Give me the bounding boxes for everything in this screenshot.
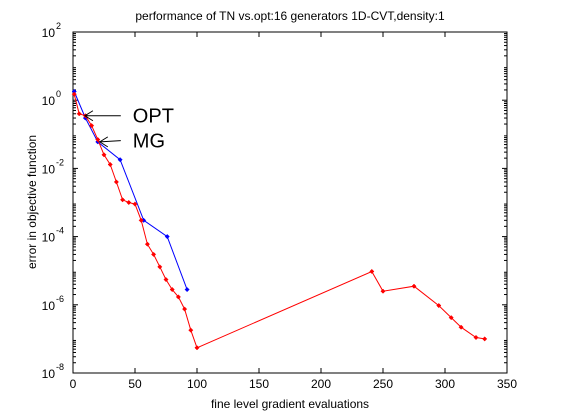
series-1-point — [113, 179, 119, 185]
series-1-point — [436, 303, 442, 309]
series-layer — [71, 88, 488, 351]
series-1-point — [163, 277, 169, 283]
y-tick-label: 10 — [42, 231, 56, 245]
series-1-point — [157, 264, 163, 270]
x-tick-label: 100 — [187, 377, 207, 391]
y-axis-label: error in objective function — [25, 135, 39, 269]
series-1-point — [169, 286, 175, 293]
x-tick-label: 0 — [70, 377, 77, 391]
series-1-point — [473, 334, 479, 341]
y-tick-exponent: -6 — [56, 294, 64, 304]
x-axis-label: fine level gradient evaluations — [211, 397, 369, 411]
series-0-point — [184, 286, 190, 293]
series-1-point — [107, 161, 113, 168]
annotation-arrow-head — [83, 110, 94, 122]
y-tick-label: 10 — [42, 162, 56, 176]
y-tick-label: 10 — [42, 299, 56, 313]
x-tick-label: 200 — [311, 377, 331, 391]
series-1-point — [76, 111, 82, 117]
annotation-label: OPT — [133, 106, 174, 128]
annotation-layer: OPT MG — [83, 106, 174, 153]
series-1-point — [380, 288, 386, 294]
series-1-point — [411, 283, 417, 289]
series-1-point — [101, 152, 107, 158]
y-tick-label: 10 — [42, 94, 56, 108]
x-tick-label: 150 — [249, 377, 269, 391]
chart-title: performance of TN vs.opt:16 generators 1… — [135, 9, 445, 23]
y-tick-exponent: 2 — [56, 21, 61, 31]
plot-area — [72, 31, 508, 374]
series-1-point — [126, 199, 132, 206]
annotation-label: MG — [133, 131, 165, 153]
y-tick-exponent: -2 — [56, 157, 64, 167]
series-1-point — [369, 268, 375, 275]
series-1-point — [89, 123, 95, 129]
y-tick-exponent: -4 — [56, 226, 64, 236]
series-0-point — [117, 157, 123, 163]
x-tick-label: 300 — [435, 377, 455, 391]
series-1-point — [138, 217, 144, 223]
series-1-point — [182, 306, 188, 312]
x-tick-label: 250 — [373, 377, 393, 391]
annotation-arrow-shaft — [99, 140, 121, 143]
series-1-point — [95, 137, 101, 143]
series-1-point — [448, 315, 454, 321]
y-tick-exponent: -8 — [56, 362, 64, 372]
series-1-point — [458, 324, 464, 330]
series-1-point — [188, 327, 194, 333]
series-0-point — [164, 234, 170, 240]
series-1-point — [144, 241, 150, 247]
series-1-point — [151, 251, 157, 257]
series-1-point — [194, 345, 200, 351]
series-1-point — [132, 201, 138, 207]
x-axis: 0 50 100 150 200 250 300 350 — [70, 32, 517, 391]
y-tick-label: 10 — [42, 26, 56, 40]
series-1-point — [71, 91, 77, 97]
annotation-arrow-head — [98, 136, 109, 148]
y-tick-label: 10 — [42, 367, 56, 381]
series-1-point — [482, 336, 488, 342]
series-1-point — [120, 197, 126, 203]
x-tick-label: 50 — [128, 377, 142, 391]
y-tick-exponent: 0 — [56, 89, 61, 99]
series-1-point — [175, 294, 181, 300]
x-tick-label: 350 — [497, 377, 517, 391]
